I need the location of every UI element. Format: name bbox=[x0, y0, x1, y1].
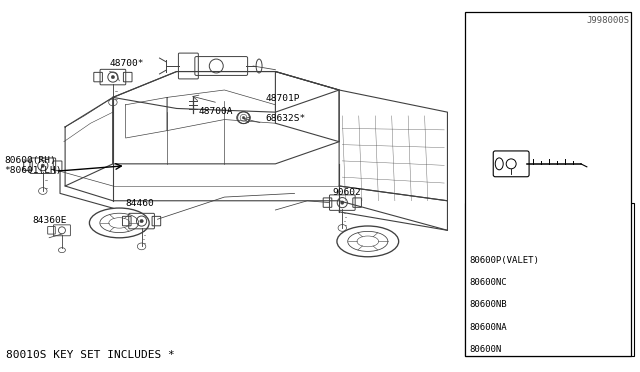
Circle shape bbox=[340, 201, 344, 204]
Circle shape bbox=[140, 219, 143, 223]
Text: J998000S: J998000S bbox=[586, 16, 629, 25]
Text: 48700*: 48700* bbox=[109, 59, 144, 68]
Circle shape bbox=[111, 76, 115, 79]
Text: *80601(LH): *80601(LH) bbox=[4, 166, 62, 175]
Bar bbox=[465, 13, 631, 356]
Text: 80600P(VALET): 80600P(VALET) bbox=[470, 256, 540, 265]
Text: 48700A: 48700A bbox=[199, 107, 234, 116]
Circle shape bbox=[41, 164, 45, 167]
Circle shape bbox=[243, 116, 245, 119]
Text: 80600NB: 80600NB bbox=[470, 301, 508, 310]
Text: 84360E: 84360E bbox=[32, 215, 67, 225]
Bar bbox=[465, 203, 634, 356]
Text: 80600NC: 80600NC bbox=[470, 278, 508, 287]
Text: 90602: 90602 bbox=[333, 188, 362, 197]
Text: 80010S KEY SET INCLUDES *: 80010S KEY SET INCLUDES * bbox=[6, 350, 175, 360]
Text: 48701P: 48701P bbox=[266, 94, 300, 103]
Text: 80600N: 80600N bbox=[470, 345, 502, 354]
Text: 80600NA: 80600NA bbox=[470, 323, 508, 331]
Text: 68632S*: 68632S* bbox=[266, 114, 306, 123]
Text: 84460: 84460 bbox=[125, 199, 154, 208]
Text: 80600(RH): 80600(RH) bbox=[4, 157, 56, 166]
